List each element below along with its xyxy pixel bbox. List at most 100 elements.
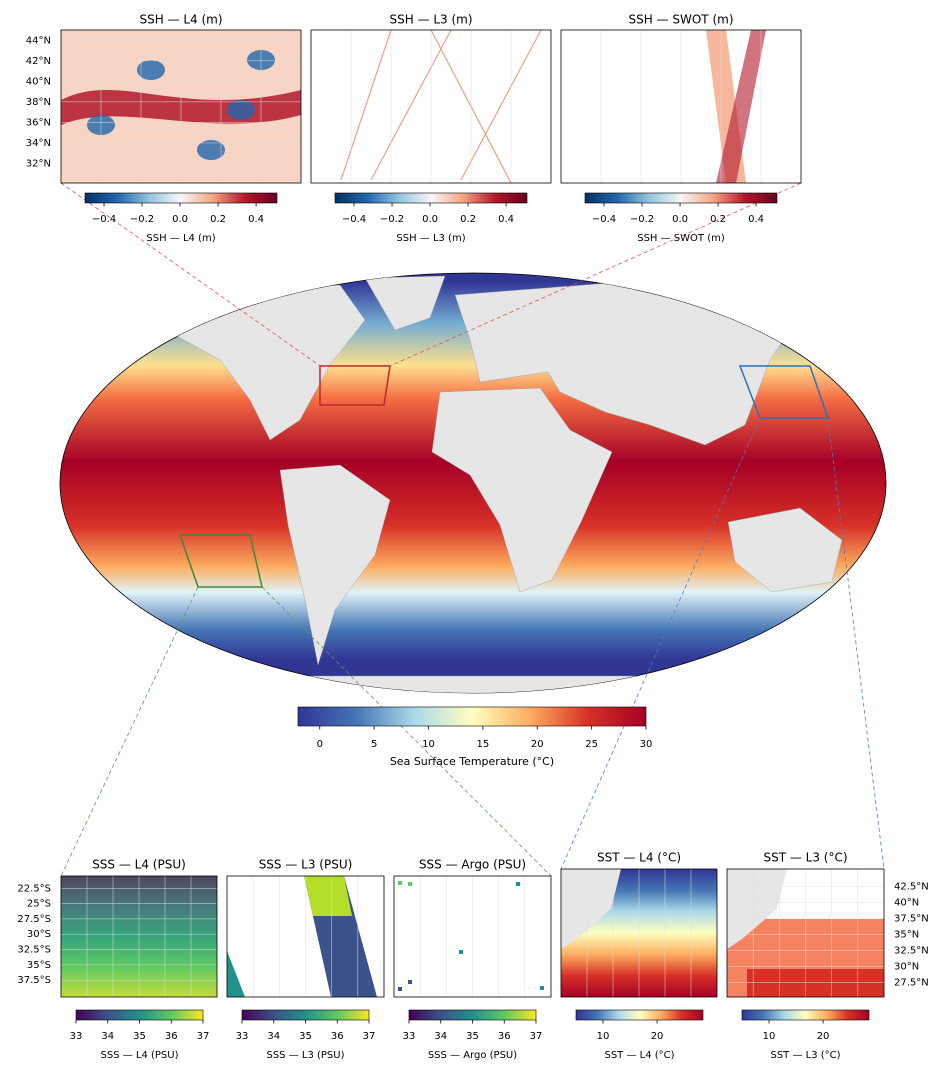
colorbar xyxy=(84,192,278,204)
panel-title: SST — L4 (°C) xyxy=(597,851,681,865)
connector xyxy=(60,586,199,877)
connector xyxy=(389,182,802,367)
colorbar-tick-label: −0.4 xyxy=(92,214,116,225)
float xyxy=(516,882,520,886)
south-america xyxy=(279,464,391,666)
colorbar xyxy=(241,1009,370,1021)
colorbar-tick-label: −0.4 xyxy=(342,214,366,225)
colorbar-tick-label: 34 xyxy=(434,1031,447,1042)
australia xyxy=(727,507,843,593)
colorbar-tick-label: 0 xyxy=(317,739,323,750)
colorbar-tick-label: 0.2 xyxy=(210,214,226,225)
colorbar-label: SSS — Argo (PSU) xyxy=(428,1050,517,1061)
lat-tick-label: 35°S xyxy=(27,960,51,971)
lat-tick-label: 32.5°S xyxy=(17,945,51,956)
colorbar-tick-label: 20 xyxy=(651,1031,664,1042)
panel-frame xyxy=(726,868,885,998)
lat-tick-label: 30°S xyxy=(27,929,51,940)
map-panel xyxy=(60,29,302,184)
colorbar-tick-label: 36 xyxy=(165,1031,178,1042)
colorbar-tick-label: 36 xyxy=(331,1031,344,1042)
colorbar-tick-label: −0.2 xyxy=(630,214,654,225)
colorbar xyxy=(297,706,647,727)
lat-tick-label: 37.5°S xyxy=(17,975,51,986)
colorbar-tick-label: −0.2 xyxy=(380,214,404,225)
track xyxy=(460,29,542,181)
panel-title: SSH — SWOT (m) xyxy=(628,13,733,27)
colorbar-tick-label: 10 xyxy=(597,1031,610,1042)
colorbar-tick-label: 33 xyxy=(236,1031,249,1042)
float xyxy=(540,986,544,990)
lat-tick-label: 27.5°S xyxy=(17,914,51,925)
panel-title: SSH — L4 (m) xyxy=(139,13,222,27)
colorbar-tick-label: −0.2 xyxy=(130,214,154,225)
antarctica xyxy=(60,675,886,693)
map-panel xyxy=(560,868,718,998)
greenland xyxy=(364,275,446,331)
colorbar-tick-label: 20 xyxy=(817,1031,830,1042)
field xyxy=(747,969,884,997)
panel-frame xyxy=(560,29,802,184)
lat-tick-label: 35°N xyxy=(894,929,919,940)
lat-tick-label: 25°S xyxy=(27,899,51,910)
panel-frame xyxy=(226,875,385,998)
colorbar-tick-label: 20 xyxy=(531,739,544,750)
colorbar xyxy=(75,1009,204,1021)
panel-title: SSS — L4 (PSU) xyxy=(92,858,186,872)
colorbar-label: SSH — SWOT (m) xyxy=(637,233,725,244)
colorbar-tick-label: 36 xyxy=(498,1031,511,1042)
lat-tick-label: 40°N xyxy=(894,897,919,908)
lat-tick-label: 34°N xyxy=(26,138,51,149)
connector xyxy=(60,182,321,367)
map-panel xyxy=(226,875,385,998)
colorbar-tick-label: 33 xyxy=(403,1031,416,1042)
colorbar-tick-label: 0.4 xyxy=(248,214,264,225)
lat-tick-label: 36°N xyxy=(26,117,51,128)
swath xyxy=(227,951,245,997)
colorbar-tick-label: 35 xyxy=(466,1031,479,1042)
colorbar-tick-label: 0.2 xyxy=(710,214,726,225)
panel-title: SSS — L3 (PSU) xyxy=(259,858,353,872)
colorbar-tick-label: 10 xyxy=(422,739,435,750)
lat-tick-label: 32°N xyxy=(26,158,51,169)
colorbar-tick-label: 0.0 xyxy=(422,214,438,225)
map-panel xyxy=(393,875,552,998)
main-map xyxy=(59,272,887,694)
map-panel xyxy=(726,868,885,998)
lat-tick-label: 37.5°N xyxy=(894,913,929,924)
colorbar-tick-label: 0.4 xyxy=(498,214,514,225)
lat-tick-label: 42°N xyxy=(26,56,51,67)
lat-tick-label: 32.5°N xyxy=(894,945,929,956)
colorbar-tick-label: 33 xyxy=(70,1031,83,1042)
connector xyxy=(261,586,552,877)
panel-frame xyxy=(560,868,718,998)
colorbar-tick-label: 30 xyxy=(640,739,653,750)
panel-title: SSS — Argo (PSU) xyxy=(419,858,526,872)
land xyxy=(561,869,621,949)
colorbar-tick-label: 37 xyxy=(530,1031,543,1042)
lat-tick-label: 30°N xyxy=(894,961,919,972)
colorbar-tick-label: −0.4 xyxy=(592,214,616,225)
colorbar-tick-label: 37 xyxy=(197,1031,210,1042)
float xyxy=(398,881,402,885)
colorbar-label: Sea Surface Temperature (°C) xyxy=(390,755,554,768)
colorbar-label: SST — L4 (°C) xyxy=(604,1050,674,1061)
float xyxy=(408,980,412,984)
field xyxy=(227,100,255,120)
track xyxy=(370,29,452,181)
lat-tick-label: 27.5°N xyxy=(894,977,929,988)
panel-frame xyxy=(60,875,218,998)
colorbar-tick-label: 0.4 xyxy=(748,214,764,225)
swath xyxy=(304,876,352,916)
colorbar-tick-label: 34 xyxy=(267,1031,280,1042)
colorbar xyxy=(584,192,778,204)
field xyxy=(197,140,225,160)
colorbar-tick-label: 0.0 xyxy=(172,214,188,225)
map-panel xyxy=(310,29,552,184)
field xyxy=(137,60,165,80)
colorbar xyxy=(575,1009,704,1021)
colorbar-tick-label: 35 xyxy=(133,1031,146,1042)
lat-tick-label: 42.5°N xyxy=(894,881,929,892)
ssh-region xyxy=(319,365,391,406)
